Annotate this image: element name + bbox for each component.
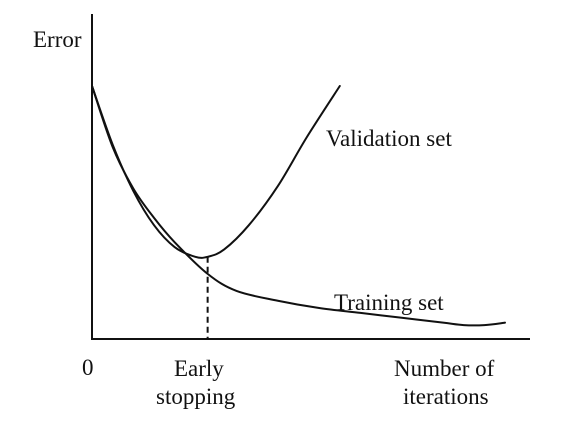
training-set-label: Training set — [334, 290, 444, 315]
early-stopping-label-line-2: stopping — [156, 384, 236, 409]
early-stopping-label-line-1: Early — [174, 356, 224, 381]
validation-set-curve — [91, 85, 341, 259]
x-axis-label-line-2: iterations — [403, 384, 489, 409]
x-origin-label: 0 — [82, 355, 94, 380]
y-axis-label: Error — [33, 27, 82, 52]
x-axis-label: Number of iterations — [394, 356, 495, 409]
axes — [91, 14, 530, 340]
training-set-curve — [91, 85, 506, 327]
early-stopping-annotation: Early stopping — [156, 256, 236, 409]
legend-labels: Validation set Training set — [326, 126, 452, 315]
plot-series — [91, 85, 506, 327]
x-axis-label-line-1: Number of — [394, 356, 495, 381]
validation-set-label: Validation set — [326, 126, 452, 151]
